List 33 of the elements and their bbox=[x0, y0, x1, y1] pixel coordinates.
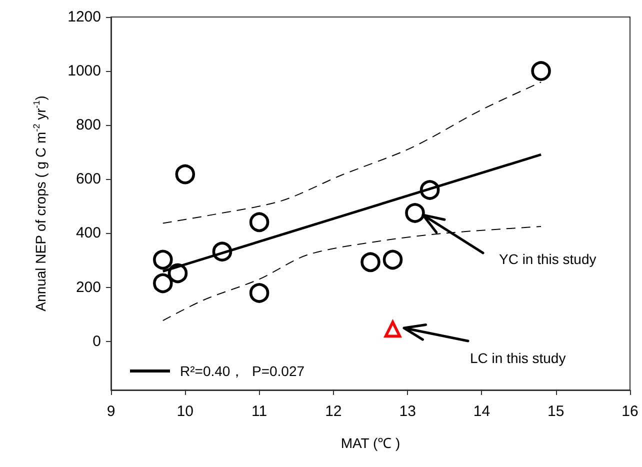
point bbox=[405, 203, 425, 223]
x-tick-label: 14 bbox=[473, 403, 490, 420]
point bbox=[360, 252, 380, 272]
point bbox=[212, 242, 232, 262]
point bbox=[420, 180, 440, 200]
point bbox=[249, 283, 270, 303]
legend-label: R²=0.40， P=0.027 bbox=[180, 363, 305, 379]
point bbox=[168, 263, 188, 284]
x-tick-label: 9 bbox=[106, 403, 116, 420]
x-tick-label: 16 bbox=[622, 403, 638, 420]
point bbox=[153, 273, 173, 294]
y-axis-title: Annual NEP of crops ( g C m-2 yr-1) bbox=[32, 96, 48, 312]
y-tick-label: 600 bbox=[76, 170, 101, 188]
y-tick-label: 1000 bbox=[68, 62, 101, 80]
annotation: LC in this study bbox=[470, 350, 566, 366]
y-tick-label: 0 bbox=[92, 332, 101, 350]
x-tick-label: 15 bbox=[548, 403, 564, 420]
annotation: YC in this study bbox=[498, 250, 596, 267]
y-tick-label: 200 bbox=[76, 278, 101, 296]
y-tick-label: 1200 bbox=[68, 8, 101, 26]
x-tick-label: 13 bbox=[399, 403, 416, 420]
point bbox=[153, 250, 173, 270]
x-tick-label: 11 bbox=[251, 403, 268, 420]
x-tick-label: 10 bbox=[176, 403, 194, 420]
point bbox=[384, 320, 402, 338]
x-tick-label: 12 bbox=[325, 403, 342, 420]
point bbox=[531, 61, 551, 81]
point bbox=[249, 212, 270, 232]
y-tick-label: 800 bbox=[76, 116, 101, 134]
point bbox=[382, 250, 403, 270]
x-axis-title: MAT (℃ ) bbox=[340, 435, 400, 451]
point bbox=[175, 164, 196, 184]
y-tick-label: 400 bbox=[76, 224, 101, 242]
